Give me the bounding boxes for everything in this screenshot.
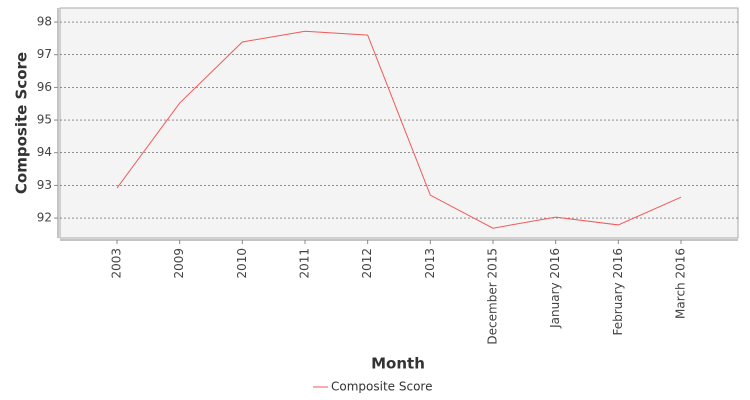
y-tick-label: 98 — [37, 15, 52, 29]
y-tick-label: 97 — [37, 47, 52, 61]
data-line — [116, 30, 682, 229]
x-tick-label: February 2016 — [611, 248, 625, 336]
y-tick-label: 94 — [37, 145, 52, 159]
x-tick-label: March 2016 — [674, 248, 688, 319]
y-tick-label: 93 — [37, 178, 52, 192]
x-tick-label: 2012 — [360, 248, 374, 279]
y-tick-label: 96 — [37, 80, 52, 94]
y-tick-label: 95 — [37, 113, 52, 127]
x-tick-label: December 2015 — [486, 248, 500, 345]
y-tick-label: 92 — [37, 211, 52, 225]
x-tick-label: 2011 — [298, 248, 312, 279]
x-tick-label: 2013 — [423, 248, 437, 279]
y-axis-title: Composite Score — [13, 52, 31, 194]
x-axis-title: Month — [371, 355, 425, 373]
plot-area — [59, 7, 739, 239]
x-tick-label: 2010 — [235, 248, 249, 279]
legend-label: Composite Score — [331, 380, 432, 394]
x-tick-label: 2009 — [172, 248, 186, 279]
x-tick-label: 2003 — [110, 248, 124, 279]
x-tick-label: January 2016 — [548, 248, 562, 329]
